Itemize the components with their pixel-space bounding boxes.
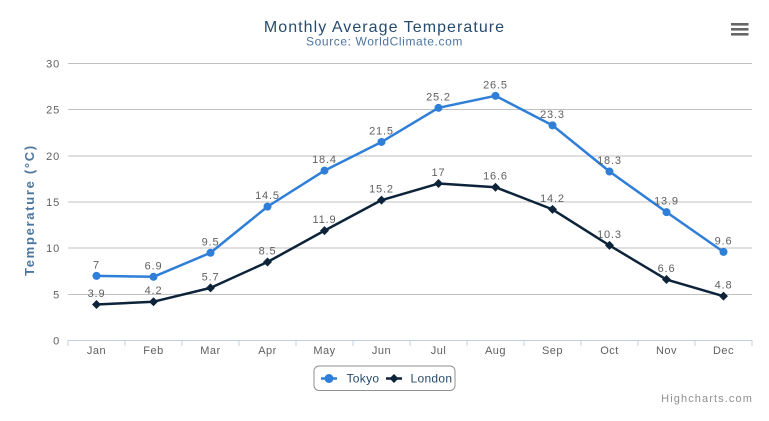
svg-text:7: 7 xyxy=(93,259,100,271)
svg-text:Mar: Mar xyxy=(200,345,220,357)
svg-text:9.6: 9.6 xyxy=(715,235,733,247)
svg-text:15.2: 15.2 xyxy=(369,184,394,196)
svg-text:Jan: Jan xyxy=(87,345,106,357)
svg-text:Feb: Feb xyxy=(143,345,163,357)
svg-text:Jul: Jul xyxy=(431,345,447,357)
svg-text:20: 20 xyxy=(46,151,60,163)
svg-text:4.2: 4.2 xyxy=(145,285,163,297)
svg-text:Apr: Apr xyxy=(258,345,277,357)
svg-text:Nov: Nov xyxy=(656,345,677,357)
svg-text:8.5: 8.5 xyxy=(259,246,277,258)
svg-text:23.3: 23.3 xyxy=(540,109,565,121)
svg-text:Aug: Aug xyxy=(485,345,506,357)
svg-text:London: London xyxy=(411,372,453,386)
svg-text:Oct: Oct xyxy=(600,345,619,357)
svg-text:9.5: 9.5 xyxy=(202,236,220,248)
svg-text:11.9: 11.9 xyxy=(313,214,337,226)
svg-text:6.9: 6.9 xyxy=(145,260,163,272)
svg-text:30: 30 xyxy=(46,59,60,71)
svg-text:Jun: Jun xyxy=(372,345,391,357)
svg-text:0: 0 xyxy=(53,336,60,348)
svg-text:16.6: 16.6 xyxy=(483,171,508,183)
svg-text:14.5: 14.5 xyxy=(255,190,280,202)
svg-text:14.2: 14.2 xyxy=(540,193,565,205)
svg-text:3.9: 3.9 xyxy=(88,288,106,300)
svg-text:Temperature (°C): Temperature (°C) xyxy=(22,144,37,276)
svg-text:6.6: 6.6 xyxy=(658,263,676,275)
svg-text:May: May xyxy=(313,345,335,357)
svg-text:Sep: Sep xyxy=(542,345,563,357)
svg-text:4.8: 4.8 xyxy=(715,280,733,292)
svg-text:Source: WorldClimate.com: Source: WorldClimate.com xyxy=(306,35,463,49)
svg-text:25.2: 25.2 xyxy=(426,91,451,103)
svg-text:15: 15 xyxy=(46,197,60,209)
svg-text:Highcharts.com: Highcharts.com xyxy=(661,393,753,405)
svg-text:25: 25 xyxy=(46,105,60,117)
svg-text:Monthly Average Temperature: Monthly Average Temperature xyxy=(264,19,505,36)
svg-text:Dec: Dec xyxy=(713,345,734,357)
svg-text:21.5: 21.5 xyxy=(369,125,394,137)
svg-text:26.5: 26.5 xyxy=(483,79,508,91)
svg-text:17: 17 xyxy=(432,167,446,179)
svg-text:18.3: 18.3 xyxy=(597,155,622,167)
svg-text:18.4: 18.4 xyxy=(312,154,337,166)
svg-text:5: 5 xyxy=(53,289,60,301)
svg-text:13.9: 13.9 xyxy=(654,196,679,208)
svg-text:5.7: 5.7 xyxy=(202,271,220,283)
svg-text:Tokyo: Tokyo xyxy=(347,372,380,386)
svg-text:10: 10 xyxy=(46,243,60,255)
svg-text:10.3: 10.3 xyxy=(597,229,622,241)
